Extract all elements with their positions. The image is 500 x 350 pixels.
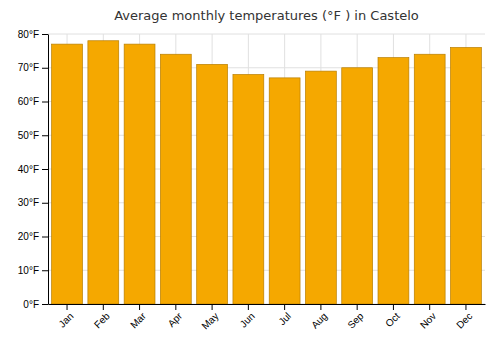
tick-mark (429, 304, 430, 310)
axis-line (48, 35, 49, 305)
plot: Jan Feb Mar Apr May Jun Jul Aug Sep Oct Nov Dec 0°F 1… (18, 29, 486, 332)
tick: Apr (166, 304, 185, 329)
tick: Nov (418, 304, 438, 331)
axis-line (49, 304, 486, 305)
tick-mark (42, 203, 48, 204)
tick-label: Jul (276, 310, 293, 327)
bar (124, 44, 155, 304)
grid-line (48, 34, 485, 35)
tick-mark (393, 304, 394, 310)
bar (52, 44, 83, 304)
tick-label: 40°F (18, 164, 39, 175)
x-axis: Jan Feb Mar Apr May Jun Jul Aug Sep Oct Nov Dec (49, 304, 486, 332)
tick-mark (139, 304, 140, 310)
tick-mark (42, 169, 48, 170)
tick: 50°F (18, 130, 48, 141)
tick-mark (284, 304, 285, 310)
tick-label: 20°F (18, 231, 39, 242)
bar (197, 64, 228, 304)
tick: Jul (276, 304, 293, 327)
bar (160, 54, 191, 304)
tick-mark (212, 304, 213, 310)
title: Average monthly temperatures (°F ) in Ca… (114, 8, 419, 23)
tick-label: Feb (92, 310, 112, 330)
bar (414, 54, 445, 304)
grid (48, 34, 485, 304)
bar (451, 48, 482, 305)
tick-mark (103, 304, 104, 310)
tick: Oct (383, 304, 402, 329)
tick: May (199, 304, 220, 332)
tick-label: 70°F (18, 62, 39, 73)
tick: 0°F (23, 299, 48, 310)
tick-mark (42, 270, 48, 271)
tick-label: Nov (418, 310, 438, 330)
bar (378, 58, 409, 304)
tick-label: Dec (454, 310, 474, 330)
bar (88, 41, 119, 304)
tick-mark (465, 304, 466, 310)
tick: Sep (345, 304, 366, 331)
tick-label: Mar (128, 310, 148, 330)
tick: Feb (92, 304, 112, 330)
tick-mark (42, 304, 48, 305)
bar (233, 75, 264, 305)
tick: Jun (238, 304, 257, 330)
bars (52, 41, 482, 304)
tick-label: 80°F (18, 29, 39, 40)
tick-label: Aug (309, 310, 329, 330)
tick-label: 60°F (18, 96, 39, 107)
bar (305, 71, 336, 304)
tick-label: 30°F (18, 197, 39, 208)
tick-mark (42, 237, 48, 238)
y-axis: 0°F 10°F 20°F 30°F 40°F 50°F 60°F 70°F 80°F (18, 29, 49, 310)
tick: 80°F (18, 29, 48, 40)
tick-label: 50°F (18, 130, 39, 141)
tick-mark (248, 304, 249, 310)
chart: Jan Feb Mar Apr May Jun Jul Aug Sep Oct Nov Dec 0°F 1… (0, 0, 500, 350)
tick: 40°F (18, 164, 48, 175)
tick: 70°F (18, 62, 48, 73)
tick: 10°F (18, 265, 48, 276)
tick: 30°F (18, 197, 48, 208)
tick: 60°F (18, 96, 48, 107)
tick: Jan (56, 304, 75, 330)
tick-label: Jun (238, 310, 257, 329)
bar (269, 78, 300, 304)
tick: 20°F (18, 231, 48, 242)
tick: Aug (309, 304, 329, 331)
tick-mark (42, 102, 48, 103)
tick-label: Jan (56, 310, 75, 329)
tick-mark (320, 304, 321, 310)
bar (342, 68, 373, 304)
tick-mark (175, 304, 176, 310)
tick-label: May (199, 310, 220, 331)
tick-mark (42, 135, 48, 136)
tick-label: Oct (383, 310, 402, 329)
tick-mark (357, 304, 358, 310)
tick-mark (42, 34, 48, 35)
tick-label: 10°F (18, 265, 39, 276)
tick: Dec (454, 304, 474, 331)
tick-mark (67, 304, 68, 310)
tick-mark (42, 68, 48, 69)
tick-label: Sep (345, 310, 366, 331)
tick-label: Apr (166, 310, 185, 329)
tick-label: 0°F (23, 299, 39, 310)
tick: Mar (128, 304, 148, 330)
